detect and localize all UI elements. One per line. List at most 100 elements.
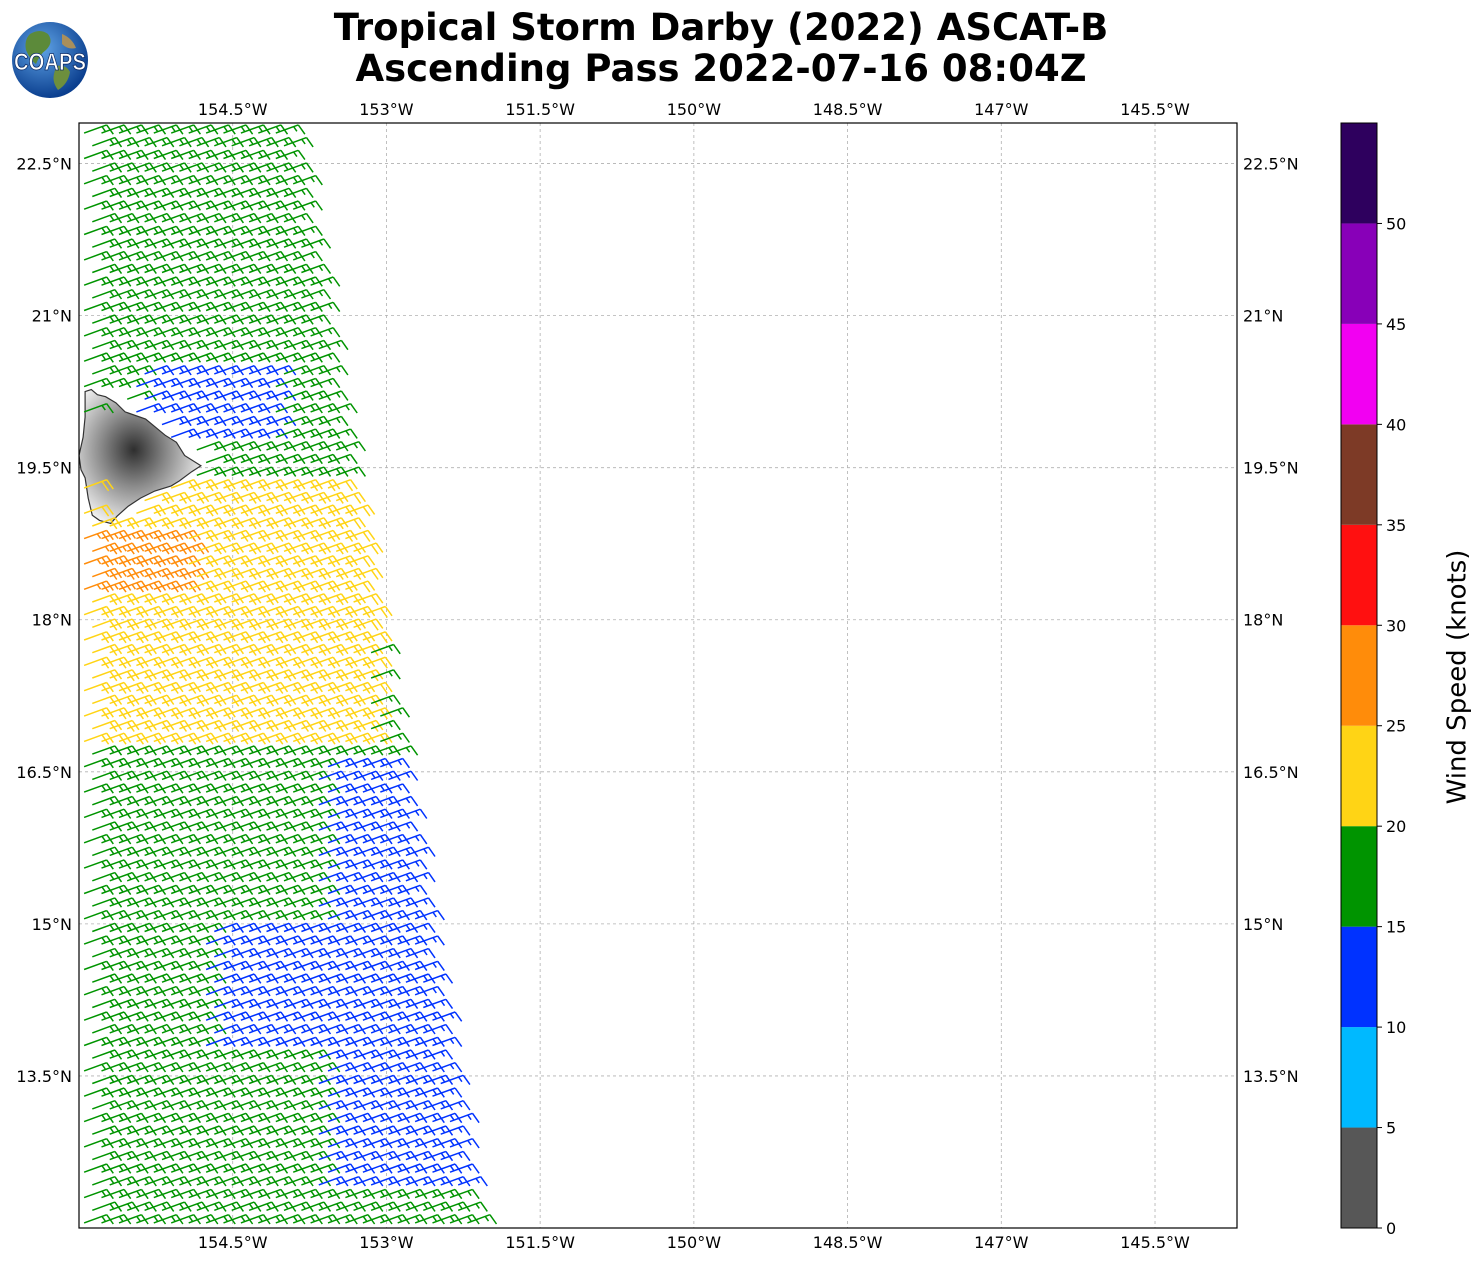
wind-barb [223, 453, 254, 465]
wind-barb [205, 276, 236, 287]
wind-barb [179, 922, 210, 934]
wind-barb [310, 352, 341, 363]
wind-barb [310, 402, 341, 414]
wind-barb [457, 1175, 488, 1187]
wind-barb [353, 567, 384, 580]
wind-barb [223, 859, 254, 870]
colorbar-tick-9: 45 [1386, 315, 1406, 334]
colorbar-bin-3 [1341, 826, 1377, 927]
wind-barb [118, 1112, 149, 1124]
wind-barb [118, 301, 149, 313]
wind-barb [179, 314, 210, 325]
wind-barb [353, 1125, 384, 1136]
wind-barb [205, 352, 236, 363]
wind-barb [118, 1188, 149, 1200]
wind-barb [118, 200, 149, 211]
wind-barb [370, 871, 401, 883]
wind-barb [370, 821, 401, 832]
wind-barb [161, 136, 192, 148]
wind-barb [136, 1087, 167, 1098]
wind-barb [275, 884, 306, 896]
wind-barb [345, 783, 376, 794]
wind-barb [440, 1201, 471, 1212]
wind-barb [109, 998, 140, 1010]
wind-barb [118, 225, 149, 237]
wind-barb [188, 276, 219, 287]
wind-barb [223, 909, 254, 921]
wind-barb [136, 250, 167, 262]
wind-barb [283, 212, 314, 224]
wind-barb [353, 1150, 384, 1162]
colorbar-bin-10 [1341, 123, 1377, 224]
wind-barb [248, 466, 279, 477]
wind-barb [240, 1137, 271, 1149]
colorbar-tick-3: 15 [1386, 918, 1406, 937]
wind-barb [223, 352, 254, 363]
wind-barb [432, 1087, 463, 1098]
wind-barb [292, 326, 323, 338]
wind-barb [345, 757, 376, 769]
wind-barb [266, 973, 297, 984]
wind-barb [83, 250, 114, 262]
wind-barb [101, 326, 132, 338]
wind-barb [335, 1023, 367, 1035]
wind-barb [240, 909, 271, 921]
wind-barb [388, 1074, 419, 1086]
wind-barb [83, 200, 114, 211]
wind-barb [248, 187, 279, 199]
wind-barb [318, 1023, 349, 1035]
wind-barb [144, 795, 175, 807]
wind-barb [196, 871, 227, 883]
colorbar-tick-4: 20 [1386, 817, 1406, 836]
wind-barb [292, 783, 323, 794]
wind-barb [179, 821, 210, 832]
wind-barb [214, 314, 245, 325]
wind-barb [196, 390, 227, 401]
wind-barb [310, 1188, 341, 1200]
wind-barb [283, 339, 314, 351]
lon-tick-bottom-1: 153°W [359, 1233, 414, 1252]
wind-barb [301, 1049, 332, 1060]
wind-barb [266, 998, 297, 1010]
wind-barb [231, 415, 262, 427]
colorbar-tick-1: 5 [1386, 1119, 1396, 1138]
wind-barb [188, 124, 219, 135]
wind-barb [109, 288, 140, 300]
wind-barb [318, 1150, 349, 1162]
wind-barb [196, 1049, 227, 1060]
wind-barb [380, 1188, 411, 1200]
wind-barb [214, 1074, 245, 1086]
wind-barb [258, 783, 289, 794]
wind-barb [266, 1049, 297, 1060]
wind-barb [231, 795, 262, 807]
lon-tick-labels-bottom: 154.5°W 153°W 151.5°W 150°W 148.5°W 147°W 145.… [198, 1233, 1190, 1252]
wind-barb [144, 136, 175, 148]
wind-barb [188, 1061, 219, 1073]
wind-barb [144, 238, 175, 249]
wind-barb [188, 1188, 219, 1200]
wind-barb [240, 1112, 271, 1124]
wind-barb [327, 453, 358, 465]
wind-barb [83, 1188, 114, 1200]
wind-barb [240, 200, 271, 211]
wind-barb [397, 960, 428, 972]
wind-barb [283, 238, 314, 249]
wind-barb [205, 783, 236, 794]
wind-barb [118, 960, 149, 972]
colorbar-bin-0 [1341, 1127, 1377, 1228]
wind-barb [196, 821, 227, 832]
wind-barb [214, 1023, 245, 1035]
wind-barb [353, 618, 384, 631]
wind-barb [266, 745, 297, 756]
wind-barb [258, 909, 289, 921]
wind-barb [83, 1137, 114, 1149]
wind-barb [205, 1061, 236, 1073]
wind-barb [223, 200, 254, 211]
wind-barb [223, 833, 254, 845]
wind-barb [283, 1074, 314, 1086]
wind-barb [388, 1023, 419, 1035]
wind-barb [248, 212, 279, 224]
wind-barb [170, 428, 202, 439]
wind-barb [109, 846, 140, 857]
wind-barb [144, 263, 175, 275]
